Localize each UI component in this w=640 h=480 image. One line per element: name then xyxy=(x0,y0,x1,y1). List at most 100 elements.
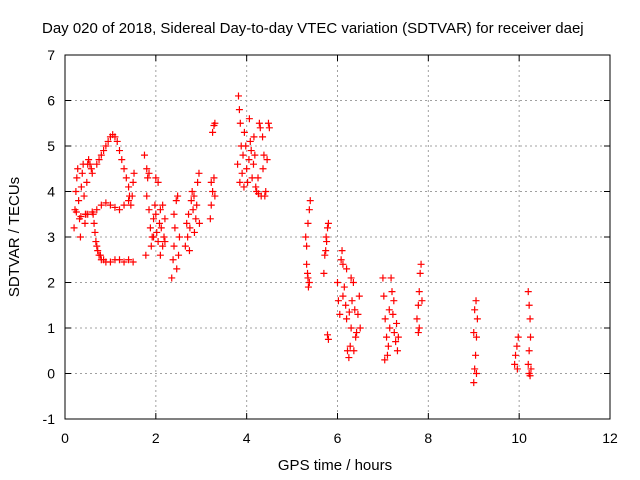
data-point xyxy=(118,156,126,164)
data-point xyxy=(244,178,252,186)
data-point xyxy=(387,274,395,282)
data-point xyxy=(250,133,258,141)
data-point xyxy=(473,315,481,323)
data-point xyxy=(236,119,244,127)
data-point xyxy=(154,238,162,246)
data-point xyxy=(240,128,248,136)
data-point xyxy=(147,242,155,250)
data-point xyxy=(414,329,422,337)
data-point xyxy=(156,251,164,259)
data-point xyxy=(334,279,341,286)
data-point xyxy=(174,192,182,200)
data-point xyxy=(252,183,260,191)
data-point xyxy=(334,297,342,305)
data-point xyxy=(146,224,154,232)
data-point xyxy=(322,247,330,255)
data-point xyxy=(150,233,158,241)
x-tick-label: 12 xyxy=(602,430,618,446)
data-point xyxy=(254,190,262,198)
y-tick-label: 7 xyxy=(47,47,55,63)
data-point xyxy=(128,192,136,200)
data-point xyxy=(129,258,137,266)
data-point xyxy=(185,247,193,255)
data-point xyxy=(211,192,219,200)
data-point xyxy=(513,365,521,373)
data-point xyxy=(120,201,128,209)
data-point xyxy=(320,269,328,277)
data-point xyxy=(159,242,167,250)
data-point xyxy=(78,169,86,177)
data-point xyxy=(514,333,522,341)
data-point xyxy=(321,251,329,259)
data-point xyxy=(116,147,123,155)
data-point xyxy=(526,372,534,380)
data-point xyxy=(259,165,267,173)
data-point xyxy=(343,265,351,273)
data-point xyxy=(338,247,346,255)
data-point xyxy=(381,356,389,364)
chart-title: Day 020 of 2018, Sidereal Day-to-day VTE… xyxy=(42,20,584,37)
data-point xyxy=(72,208,80,216)
data-point xyxy=(513,342,521,350)
data-point xyxy=(210,174,218,182)
data-point xyxy=(88,208,96,216)
data-point xyxy=(304,283,312,291)
data-point xyxy=(100,147,108,155)
data-point xyxy=(416,269,424,277)
data-point xyxy=(415,324,423,332)
data-point xyxy=(349,279,357,286)
data-point xyxy=(190,192,198,200)
data-point xyxy=(236,178,244,186)
data-point xyxy=(304,269,312,277)
data-point xyxy=(122,174,130,182)
data-point xyxy=(97,151,105,159)
data-point xyxy=(209,128,217,136)
data-point xyxy=(324,224,332,232)
data-point xyxy=(337,256,345,264)
data-point xyxy=(70,224,78,232)
data-point xyxy=(168,274,176,282)
data-point xyxy=(390,329,398,337)
data-point xyxy=(142,251,150,259)
data-point xyxy=(91,228,99,236)
data-point xyxy=(170,242,178,250)
data-point xyxy=(151,201,159,209)
data-point xyxy=(86,160,94,168)
data-point xyxy=(106,201,114,209)
data-point xyxy=(470,379,478,387)
data-point xyxy=(381,315,389,323)
data-point xyxy=(75,197,83,205)
data-point xyxy=(94,247,102,255)
data-point xyxy=(171,224,179,232)
data-point xyxy=(340,283,348,291)
y-tick-label: 6 xyxy=(47,93,55,109)
data-point xyxy=(189,206,197,214)
data-points xyxy=(70,92,535,387)
data-point xyxy=(245,156,253,164)
data-point xyxy=(111,203,119,211)
x-tick-label: 2 xyxy=(152,430,160,446)
data-point xyxy=(383,333,391,341)
data-point xyxy=(339,260,347,268)
data-point xyxy=(263,156,271,164)
data-point xyxy=(305,279,313,286)
data-point xyxy=(97,201,105,209)
data-point xyxy=(526,315,534,323)
data-point xyxy=(355,292,363,300)
data-point xyxy=(73,174,81,182)
data-point xyxy=(125,183,133,191)
data-point xyxy=(172,197,180,205)
data-point xyxy=(393,347,401,355)
data-point xyxy=(96,251,104,259)
data-point xyxy=(306,197,314,205)
data-point xyxy=(152,210,160,218)
data-point xyxy=(125,256,133,264)
data-point xyxy=(345,308,353,316)
data-point xyxy=(102,142,110,150)
data-point xyxy=(260,151,268,159)
data-point xyxy=(188,188,196,195)
data-point xyxy=(348,297,356,305)
data-point xyxy=(342,301,350,309)
data-point xyxy=(125,197,133,205)
data-point xyxy=(305,206,313,214)
